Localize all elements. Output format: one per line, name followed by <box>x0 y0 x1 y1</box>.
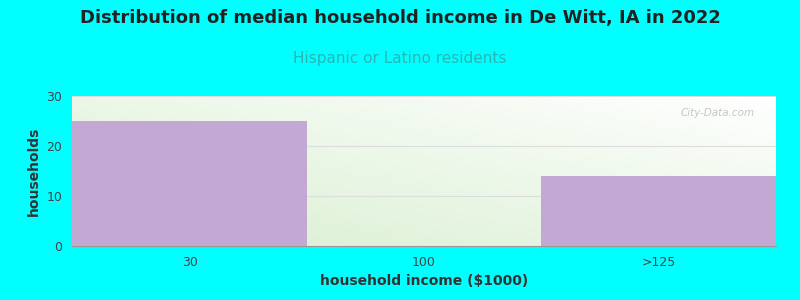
Text: City-Data.com: City-Data.com <box>681 108 755 118</box>
Text: Hispanic or Latino residents: Hispanic or Latino residents <box>294 51 506 66</box>
X-axis label: household income ($1000): household income ($1000) <box>320 274 528 288</box>
Bar <box>72 121 306 246</box>
Bar <box>542 176 776 246</box>
Y-axis label: households: households <box>27 126 41 216</box>
Text: Distribution of median household income in De Witt, IA in 2022: Distribution of median household income … <box>79 9 721 27</box>
